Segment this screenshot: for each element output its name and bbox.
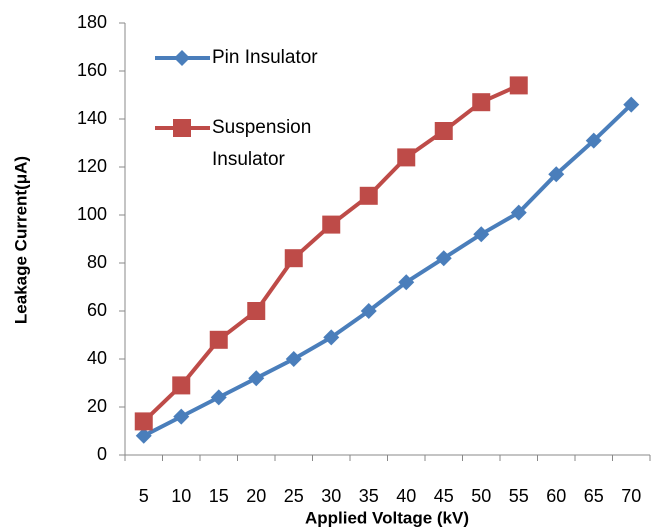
x-tick-label: 5 [139,486,149,506]
y-tick-label: 0 [97,444,107,464]
point [435,250,452,267]
y-tick-label: 120 [77,156,107,176]
x-tick-label: 70 [621,486,641,506]
y-tick-label: 160 [77,60,107,80]
x-tick-label: 40 [396,486,416,506]
x-tick-label: 45 [434,486,454,506]
x-tick-label: 25 [284,486,304,506]
point [510,204,527,221]
x-tick-label: 30 [321,486,341,506]
y-tick-label: 100 [77,204,107,224]
point [548,166,565,183]
point [285,351,302,367]
x-tick-label: 35 [359,486,379,506]
y-tick-label: 140 [77,108,107,128]
x-axis-title: Applied Voltage (kV) [305,508,469,527]
point [134,412,153,431]
point [623,96,640,113]
point [434,122,453,140]
point [473,226,490,243]
point [398,274,415,291]
point [472,93,491,112]
point [585,132,602,149]
y-tick-label: 20 [87,396,107,416]
x-tick-label: 60 [546,486,566,506]
point [174,50,190,66]
x-tick-label: 55 [509,486,529,506]
point [135,427,152,444]
x-tick-label: 65 [584,486,604,506]
y-axis-title: Leakage Current(μA) [11,156,30,324]
point [209,330,228,349]
y-tick-label: 80 [87,252,107,272]
point [360,303,377,319]
point [248,370,265,387]
point [509,76,528,95]
point [323,329,340,346]
x-tick-label: 20 [246,486,266,506]
y-tick-label: 40 [87,348,107,368]
y-tick-label: 180 [77,12,107,32]
series-line [142,103,633,438]
point [173,119,191,137]
point [359,186,378,205]
y-tick-label: 60 [87,300,107,320]
x-tick-label: 10 [171,486,191,506]
point [247,302,266,320]
point [210,389,227,406]
point [173,408,190,425]
legend-label: Suspension Insulator [212,117,312,170]
point [172,376,191,395]
point [284,249,303,268]
point [322,215,341,234]
x-tick-label: 50 [471,486,491,506]
legend-label: Pin Insulator [212,47,318,68]
x-tick-label: 15 [209,486,229,506]
point [397,148,416,167]
